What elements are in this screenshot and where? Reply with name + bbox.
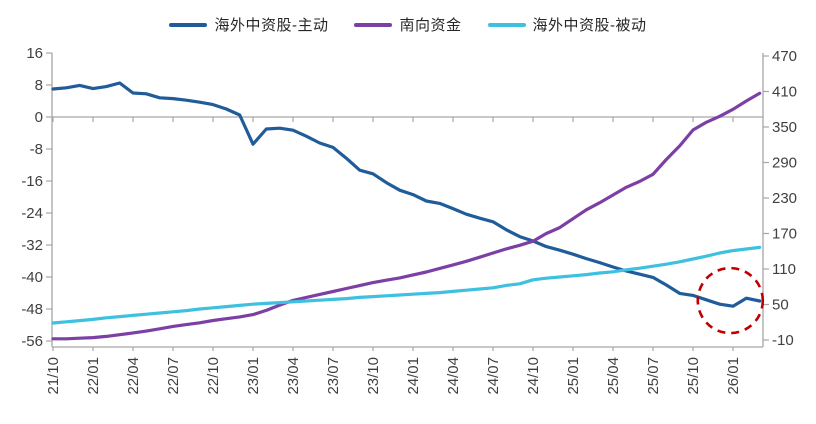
right-axis-label: -10 — [772, 332, 794, 349]
left-axis-label: 8 — [35, 77, 43, 94]
left-axis-label: -8 — [30, 141, 43, 158]
right-axis-label: 290 — [772, 155, 797, 172]
legend: 海外中资股-主动 南向资金 海外中资股-被动 — [0, 14, 816, 35]
x-axis-label: 22/04 — [125, 357, 142, 395]
right-axis-label: 230 — [772, 190, 797, 207]
x-axis-label: 21/10 — [45, 357, 62, 395]
x-axis-label: 24/10 — [525, 357, 542, 395]
right-axis-label: 110 — [772, 261, 796, 278]
left-axis-label: -56 — [21, 333, 43, 350]
right-axis-label: 170 — [772, 226, 797, 243]
series-line-2 — [51, 245, 762, 325]
left-axis-label: -32 — [21, 237, 43, 254]
x-axis-label: 22/10 — [205, 357, 222, 395]
x-axis-label: 22/07 — [165, 357, 182, 395]
x-axis-label: 23/04 — [285, 357, 302, 395]
legend-item-active: 海外中资股-主动 — [169, 14, 328, 35]
x-axis-label: 24/04 — [445, 357, 462, 395]
legend-line-southbound-icon — [354, 22, 393, 27]
x-axis-label: 23/10 — [365, 357, 382, 395]
legend-item-passive: 海外中资股-被动 — [487, 14, 647, 35]
legend-item-southbound: 南向资金 — [354, 14, 461, 35]
series-line-0 — [51, 81, 762, 308]
left-axis-label: 0 — [35, 109, 43, 126]
x-axis-label: 25/01 — [565, 357, 582, 395]
legend-label-active: 海外中资股-主动 — [214, 17, 329, 34]
x-axis-label: 24/01 — [405, 357, 422, 395]
right-axis-label: 470 — [772, 48, 797, 65]
x-axis-label: 23/07 — [325, 357, 342, 395]
x-axis-label: 25/04 — [605, 357, 622, 395]
x-axis-label: 23/01 — [245, 357, 262, 395]
left-axis-label: 16 — [26, 45, 43, 62]
x-axis-label: 22/01 — [85, 357, 102, 395]
right-axis-label: 350 — [772, 119, 797, 136]
left-axis-label: -24 — [21, 205, 43, 222]
series-line-1 — [51, 91, 762, 341]
x-axis-label: 25/07 — [645, 357, 662, 395]
legend-line-passive-icon — [487, 22, 526, 27]
x-axis-label: 26/01 — [725, 357, 742, 395]
legend-label-southbound: 南向资金 — [399, 17, 462, 34]
right-axis-label: 410 — [772, 84, 797, 101]
annotation-dashed-circle — [696, 266, 765, 335]
legend-line-active-icon — [169, 22, 208, 27]
x-axis-label: 25/10 — [685, 357, 702, 395]
left-axis-label: -48 — [21, 301, 43, 318]
x-axis-label: 24/07 — [485, 357, 502, 395]
left-axis-label: -40 — [21, 269, 43, 286]
legend-label-passive: 海外中资股-被动 — [532, 17, 647, 34]
right-axis-label: 50 — [772, 297, 789, 314]
left-axis-label: -16 — [21, 173, 43, 190]
